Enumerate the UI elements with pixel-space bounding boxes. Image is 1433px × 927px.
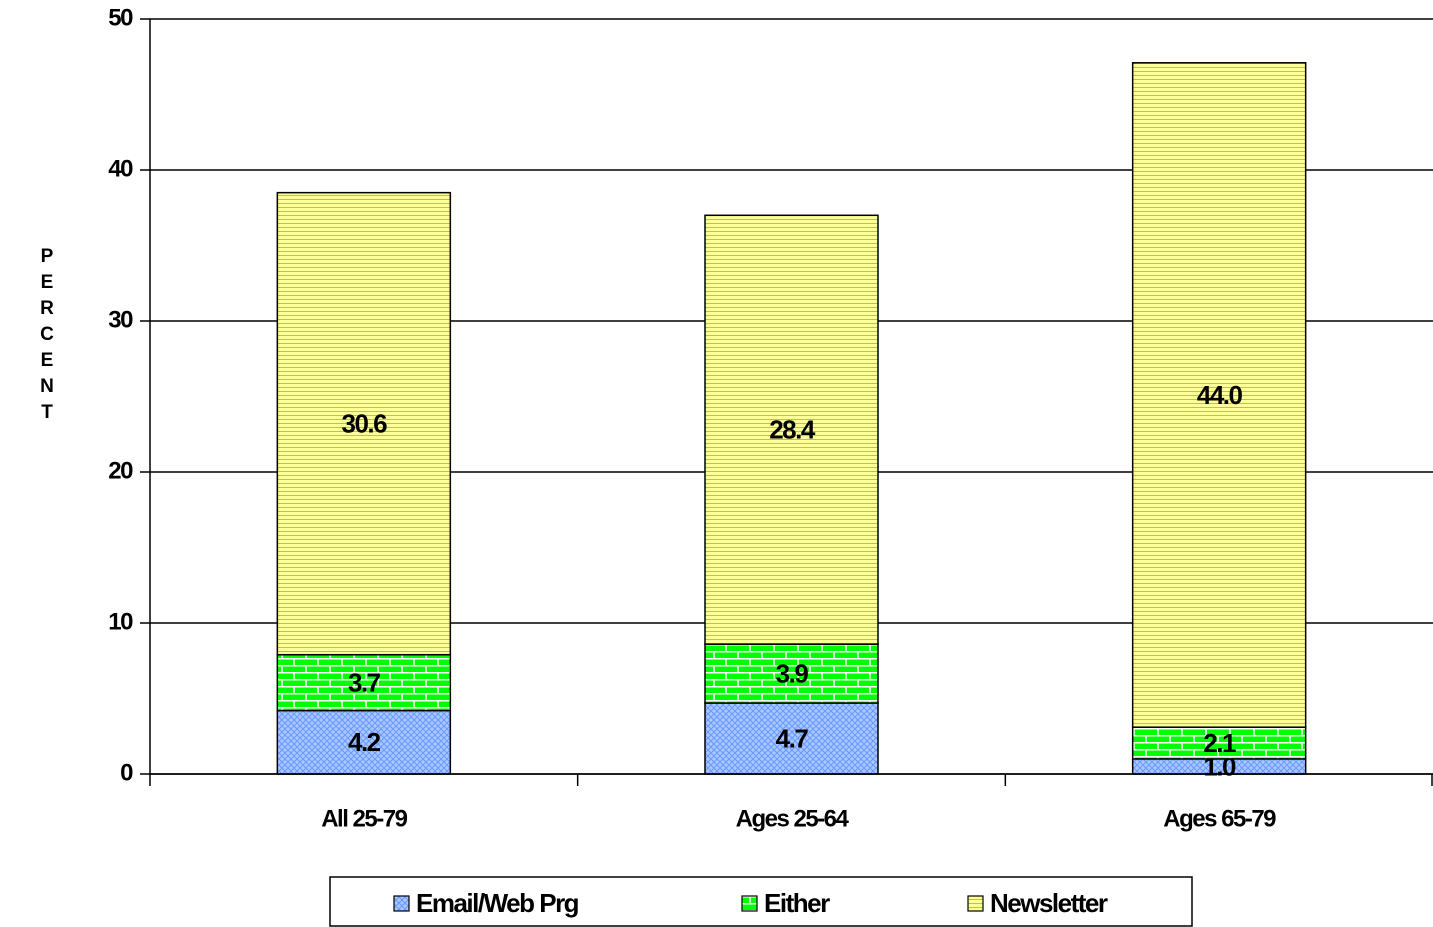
x-tick-label: Ages 25-64 <box>736 805 850 832</box>
y-tick-label: 0 <box>120 759 133 786</box>
bar-segment <box>704 214 879 645</box>
bar-segment <box>276 653 452 712</box>
bar-segment <box>276 191 452 656</box>
y-axis-label: PERCENT <box>40 246 54 423</box>
legend-label: Either <box>764 888 830 918</box>
legend-swatch <box>967 895 984 912</box>
value-label: 3.9 <box>776 658 809 688</box>
x-tick-label: All 25-79 <box>321 805 407 832</box>
legend-label: Email/Web Prg <box>416 888 579 918</box>
value-label: 4.7 <box>776 723 809 753</box>
y-tick-label: 50 <box>108 4 133 31</box>
y-tick-label: 30 <box>108 306 133 333</box>
x-tick-label: Ages 65-79 <box>1163 805 1276 832</box>
bar-segment <box>1131 62 1307 728</box>
bar-segment <box>1131 726 1307 760</box>
legend-swatch <box>741 895 758 912</box>
legend-box <box>329 876 1193 927</box>
value-label: 28.4 <box>769 415 816 445</box>
bar-segment <box>704 702 879 775</box>
y-tick-label: 40 <box>108 155 133 182</box>
value-label: 2.1 <box>1203 728 1236 758</box>
y-tick-label: 10 <box>108 608 133 635</box>
value-label: 4.2 <box>348 727 381 757</box>
value-label: 30.6 <box>342 409 388 439</box>
y-tick-label: 20 <box>108 457 133 484</box>
legend-swatch <box>393 895 410 912</box>
value-label: 44.0 <box>1197 380 1243 410</box>
value-label: 3.7 <box>348 668 381 698</box>
bar-segment <box>704 643 879 704</box>
legend-label: Newsletter <box>990 888 1108 918</box>
